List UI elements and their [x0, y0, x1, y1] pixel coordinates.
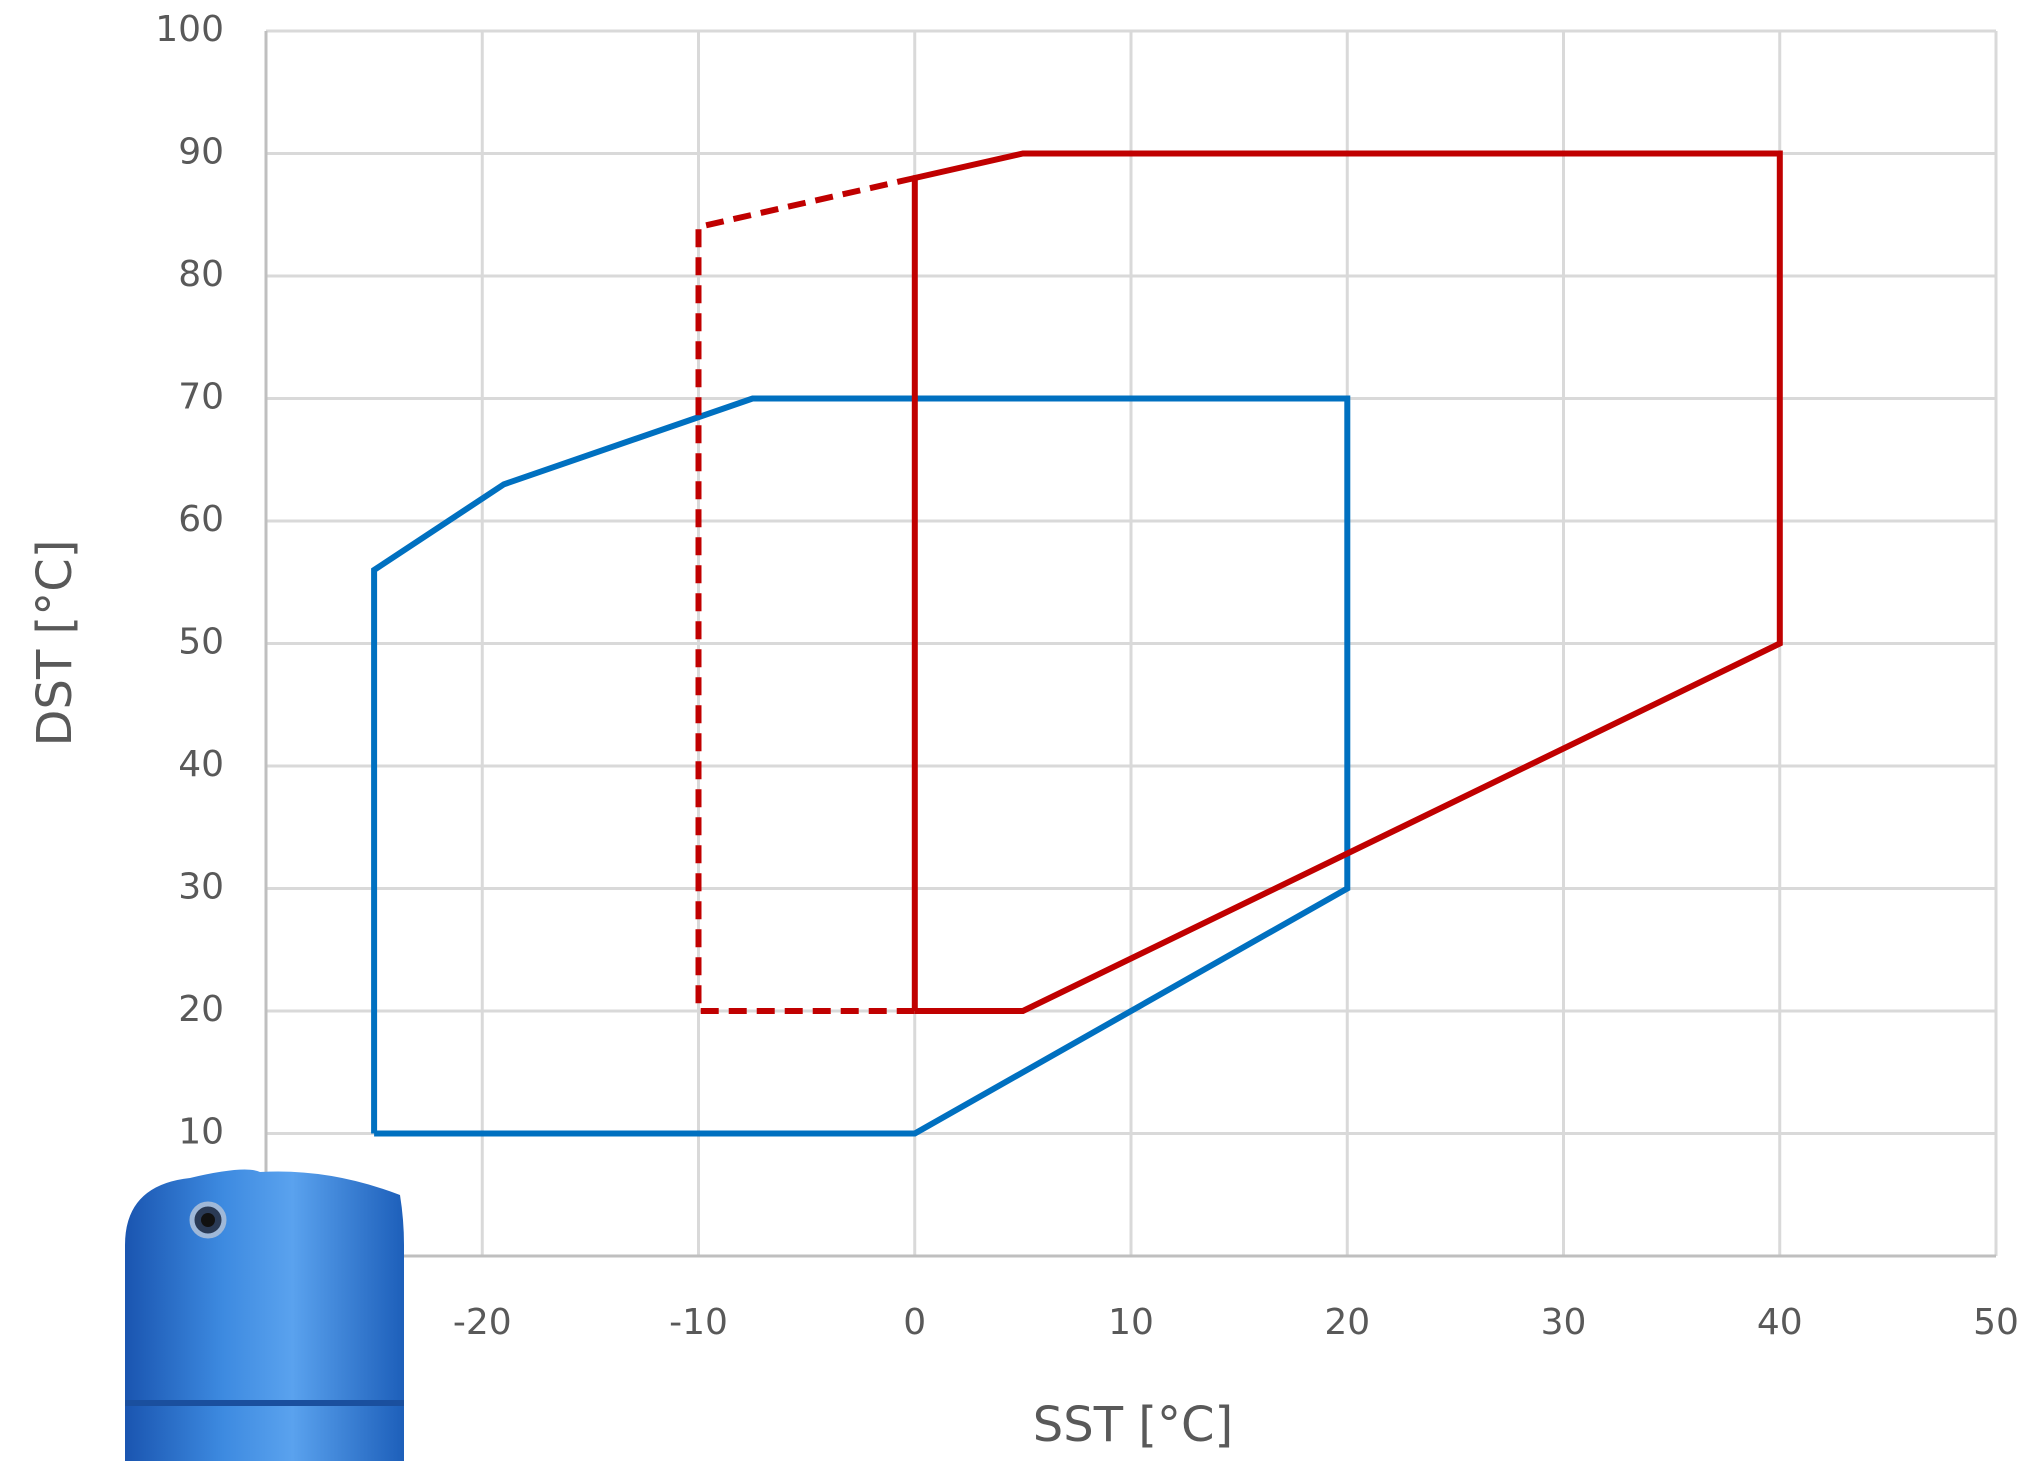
- page: {"chart_data": {"type": "line", "x_label…: [0, 0, 2029, 1461]
- compressor-image: [125, 1170, 404, 1461]
- x-tick-label: 50: [1973, 1302, 2019, 1343]
- y-axis-title: DST [°C]: [27, 540, 83, 747]
- y-tick-label: 80: [178, 254, 224, 295]
- chart: 10 20 30 40 50 60 70 80 90 100 -20 -10 0 10 20 30 40 50 S…: [0, 0, 2029, 1461]
- y-tick-label: 60: [178, 499, 224, 540]
- x-tick-label: 10: [1108, 1302, 1154, 1343]
- x-tick-label: 40: [1757, 1302, 1803, 1343]
- y-tick-label: 100: [155, 9, 224, 50]
- y-tick-label: 50: [178, 622, 224, 663]
- y-tick-label: 90: [178, 132, 224, 173]
- y-tick-label: 70: [178, 377, 224, 418]
- x-axis-title: SST [°C]: [1033, 1397, 1233, 1453]
- y-tick-label: 30: [178, 867, 224, 908]
- x-tick-label: 20: [1324, 1302, 1370, 1343]
- x-tick-label: 0: [903, 1302, 926, 1343]
- x-tick-label: -20: [453, 1302, 512, 1343]
- series-line: [699, 178, 915, 1011]
- y-tick-label: 10: [178, 1112, 224, 1153]
- y-tick-label: 40: [178, 744, 224, 785]
- y-tick-label: 20: [178, 989, 224, 1030]
- grid: 10 20 30 40 50 60 70 80 90 100 -20 -10 0 10 20 30 40 50: [155, 9, 2019, 1343]
- x-tick-label: -10: [669, 1302, 728, 1343]
- x-tick-label: 30: [1541, 1302, 1587, 1343]
